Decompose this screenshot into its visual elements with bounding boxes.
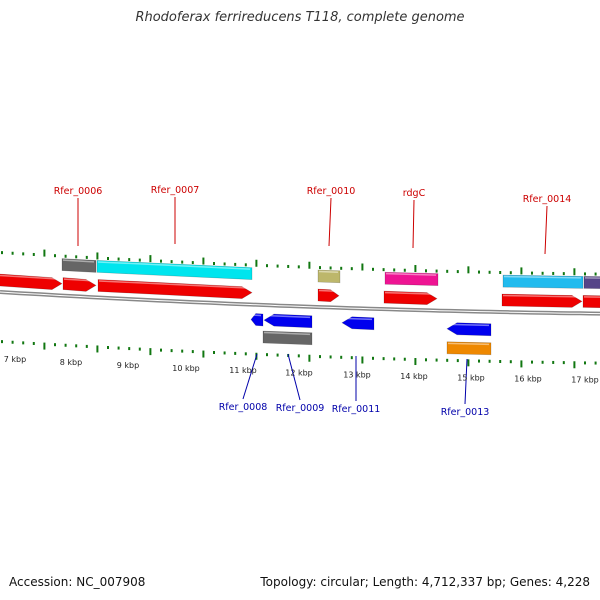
scale-label: 11 kbp: [229, 366, 257, 375]
gene-feature-shine: [97, 261, 251, 270]
scale-label: 15 kbp: [457, 373, 485, 382]
gene-cds-reverse: [446, 322, 492, 337]
gene-cds: [0, 273, 63, 290]
scale-label: 17 kbp: [571, 375, 599, 384]
scale-label: 10 kbp: [172, 364, 200, 373]
gene-cds: [62, 277, 97, 292]
gene-cds-reverse-shine: [447, 323, 490, 327]
gene-label: Rfer_0007: [151, 185, 200, 196]
gene-label: Rfer_0010: [307, 186, 356, 197]
gene-label: Rfer_0008: [219, 402, 268, 413]
gene-label: Rfer_0006: [54, 186, 103, 197]
scale-label: 7 kbp: [4, 355, 26, 364]
gene-cds: [317, 288, 340, 303]
gene-cds-reverse: [263, 313, 313, 329]
gene-cds: [582, 295, 600, 309]
gene-labels: Rfer_0006 Rfer_0007 Rfer_0010 rdgC Rfer_0014…: [54, 185, 572, 418]
gene-feature: [61, 258, 97, 273]
tick-row-bottom: [1, 340, 597, 369]
scale-label: 13 kbp: [343, 370, 371, 379]
gene-label: Rfer_0014: [523, 194, 572, 205]
label-leader: [464, 358, 468, 405]
genome-backbone-highlight: [0, 291, 600, 315]
gene-feature: [384, 271, 439, 286]
gene-layer: [0, 258, 600, 356]
gene-cds-shine: [502, 294, 581, 298]
label-leader: [328, 197, 332, 247]
gene-feature-shine: [503, 275, 582, 279]
label-leader: [287, 353, 301, 401]
gene-cds-shine: [0, 274, 61, 280]
gene-feature: [502, 274, 584, 289]
gene-feature-reverse-shine: [263, 331, 311, 336]
gene-label: Rfer_0009: [276, 403, 325, 414]
scale-label: 8 kbp: [60, 358, 82, 367]
gene-cds-shine: [98, 280, 251, 289]
genome-summary: Topology: circular; Length: 4,712,337 bp…: [260, 575, 590, 589]
gene-feature-reverse-shine: [447, 342, 490, 346]
gene-feature-reverse: [446, 341, 492, 356]
gene-cds: [383, 290, 438, 305]
scale-label: 16 kbp: [514, 375, 542, 384]
gene-feature: [583, 276, 600, 289]
gene-cds: [97, 279, 253, 299]
map-title: Rhodoferax ferrireducens T118, complete …: [135, 10, 465, 25]
label-leader: [412, 199, 415, 249]
gene-label: Rfer_0013: [441, 407, 490, 418]
gene-feature-shine: [62, 259, 95, 263]
gene-cds-reverse: [341, 316, 375, 331]
gene-label: rdgC: [403, 188, 426, 199]
accession-text: Accession: NC_007908: [9, 575, 146, 589]
scale-label: 9 kbp: [117, 361, 139, 370]
scale-label: 12 kbp: [285, 368, 313, 377]
gene-cds-shine: [318, 289, 338, 292]
scale-label: 14 kbp: [400, 372, 428, 381]
label-leader: [544, 205, 548, 255]
gene-cds-shine: [384, 291, 436, 295]
leader-lines: [77, 197, 548, 405]
gene-label: Rfer_0011: [332, 404, 381, 415]
scale-labels: 7 kbp 8 kbp 9 kbp 10 kbp 11 kbp 12 kbp 13 kbp 1…: [4, 355, 599, 385]
gene-cds-reverse-shine: [264, 314, 311, 319]
gene-feature-reverse: [262, 330, 313, 346]
label-leader: [242, 353, 258, 400]
gene-cds-reverse: [250, 313, 264, 327]
gene-cds: [501, 293, 583, 308]
gene-feature-shine: [385, 272, 437, 276]
gene-feature: [317, 269, 341, 284]
gene-cds-reverse-shine: [342, 317, 373, 321]
tick-row-top: [1, 249, 597, 276]
gene-cds-shine: [63, 278, 95, 282]
gene-feature-shine: [318, 270, 339, 274]
backbone-layer: [0, 290, 600, 316]
gene-feature: [96, 260, 253, 280]
